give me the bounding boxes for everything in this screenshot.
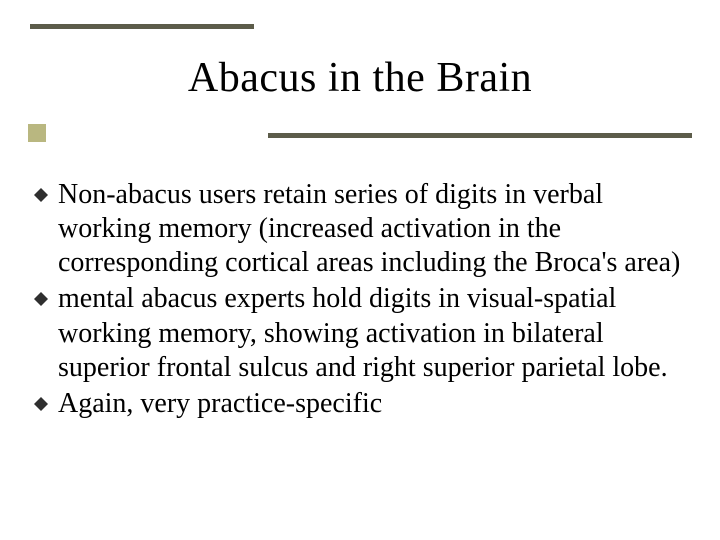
diamond-icon	[34, 292, 48, 306]
rule-bottom	[268, 133, 692, 138]
corner-square	[28, 124, 46, 142]
slide: Abacus in the Brain Non-abacus users ret…	[0, 0, 720, 540]
list-item: mental abacus experts hold digits in vis…	[34, 282, 688, 384]
bullet-text: Again, very practice-specific	[58, 387, 688, 421]
slide-body: Non-abacus users retain series of digits…	[34, 178, 688, 423]
bullet-text: Non-abacus users retain series of digits…	[58, 178, 688, 280]
list-item: Non-abacus users retain series of digits…	[34, 178, 688, 280]
diamond-icon	[34, 188, 48, 202]
list-item: Again, very practice-specific	[34, 387, 688, 421]
rule-top	[30, 24, 254, 29]
diamond-icon	[34, 397, 48, 411]
bullet-text: mental abacus experts hold digits in vis…	[58, 282, 688, 384]
slide-title: Abacus in the Brain	[0, 54, 720, 102]
